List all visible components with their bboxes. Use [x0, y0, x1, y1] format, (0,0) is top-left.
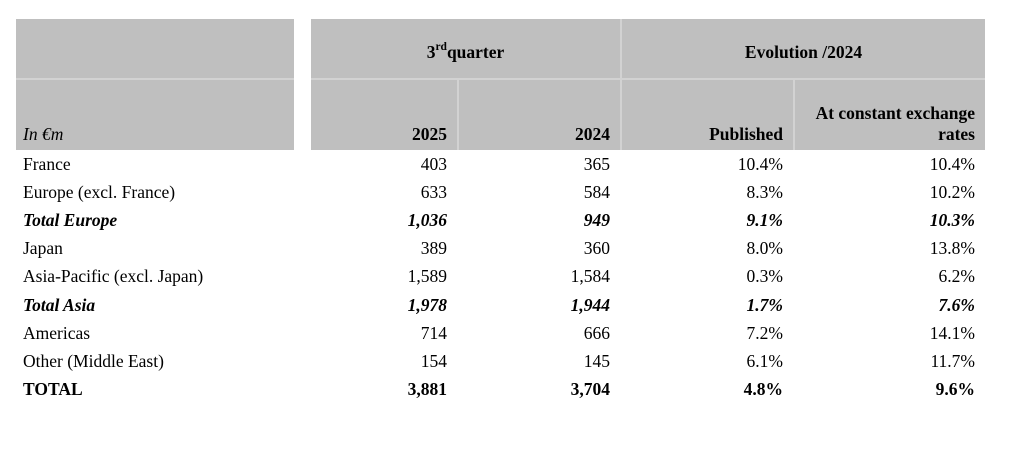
value-constant-fx: 14.1%: [929, 322, 975, 343]
header-evolution-group: Evolution /2024: [620, 19, 985, 80]
value-2025: 633: [420, 181, 447, 202]
value-published: 4.8%: [743, 379, 783, 400]
value-published: 0.3%: [746, 266, 783, 287]
value-constant-fx: 10.2%: [929, 181, 975, 202]
table-row: Asia-Pacific (excl. Japan) 1,589 1,584 0…: [16, 263, 985, 291]
table-row: Japan 389 360 8.0% 13.8%: [16, 235, 985, 263]
col-header-2024: 2024: [457, 80, 620, 150]
table-row: Europe (excl. France) 633 584 8.3% 10.2%: [16, 178, 985, 206]
value-constant-fx: 11.7%: [930, 350, 975, 371]
value-2024: 584: [583, 181, 610, 202]
col-header-2025: 2025: [311, 80, 457, 150]
table-row: France 403 365 10.4% 10.4%: [16, 150, 985, 178]
table-row-subtotal: Total Asia 1,978 1,944 1.7% 7.6%: [16, 291, 985, 319]
table-row: Other (Middle East) 154 145 6.1% 11.7%: [16, 347, 985, 375]
table-row-subtotal: Total Europe 1,036 949 9.1% 10.3%: [16, 206, 985, 234]
table-body: France 403 365 10.4% 10.4% Europe (excl.…: [16, 150, 985, 404]
region-label: Total Asia: [23, 294, 96, 315]
value-published: 6.1%: [746, 350, 783, 371]
value-published: 10.4%: [737, 153, 783, 174]
value-2025: 3,881: [407, 379, 447, 400]
quarter-word: quarter: [446, 42, 505, 62]
header-corner-cell: [16, 19, 294, 80]
value-2024: 666: [583, 322, 610, 343]
region-label: TOTAL: [23, 379, 83, 400]
table-row: Americas 714 666 7.2% 14.1%: [16, 319, 985, 347]
value-published: 8.3%: [746, 181, 783, 202]
value-2025: 1,589: [407, 266, 447, 287]
value-published: 1.7%: [746, 294, 783, 315]
value-2025: 389: [420, 238, 447, 259]
value-published: 7.2%: [746, 322, 783, 343]
value-constant-fx: 7.6%: [938, 294, 975, 315]
region-label: Other (Middle East): [23, 350, 164, 371]
value-published: 9.1%: [746, 209, 783, 230]
value-constant-fx: 13.8%: [929, 238, 975, 259]
table-row-grand-total: TOTAL 3,881 3,704 4.8% 9.6%: [16, 376, 985, 404]
col-header-constant-fx: At constant exchange rates: [793, 80, 985, 150]
region-label: Americas: [23, 322, 91, 343]
value-constant-fx: 6.2%: [938, 266, 975, 287]
value-2025: 714: [420, 322, 447, 343]
region-label: France: [23, 153, 71, 174]
quarter-number: 3: [426, 42, 436, 62]
value-constant-fx: 10.4%: [929, 153, 975, 174]
value-2024: 3,704: [570, 379, 610, 400]
value-2025: 1,036: [407, 209, 447, 230]
value-2024: 949: [583, 209, 610, 230]
region-label: Total Europe: [23, 209, 118, 230]
value-2025: 154: [420, 350, 447, 371]
value-2025: 1,978: [407, 294, 447, 315]
region-label: Japan: [23, 238, 63, 259]
column-gap: [294, 80, 311, 150]
value-published: 8.0%: [746, 238, 783, 259]
value-constant-fx: 9.6%: [935, 379, 975, 400]
value-2024: 1,584: [570, 266, 610, 287]
value-2024: 1,944: [570, 294, 610, 315]
value-2024: 365: [583, 153, 610, 174]
region-label: Europe (excl. France): [23, 181, 176, 202]
header-columns-row: In €m 2025 2024 Published At constant ex…: [16, 80, 985, 150]
col-header-published: Published: [620, 80, 793, 150]
value-2025: 403: [420, 153, 447, 174]
value-constant-fx: 10.3%: [929, 209, 975, 230]
value-2024: 145: [583, 350, 610, 371]
column-gap: [294, 19, 311, 80]
value-2024: 360: [583, 238, 610, 259]
unit-label: In €m: [16, 80, 294, 150]
region-label: Asia-Pacific (excl. Japan): [23, 266, 204, 287]
